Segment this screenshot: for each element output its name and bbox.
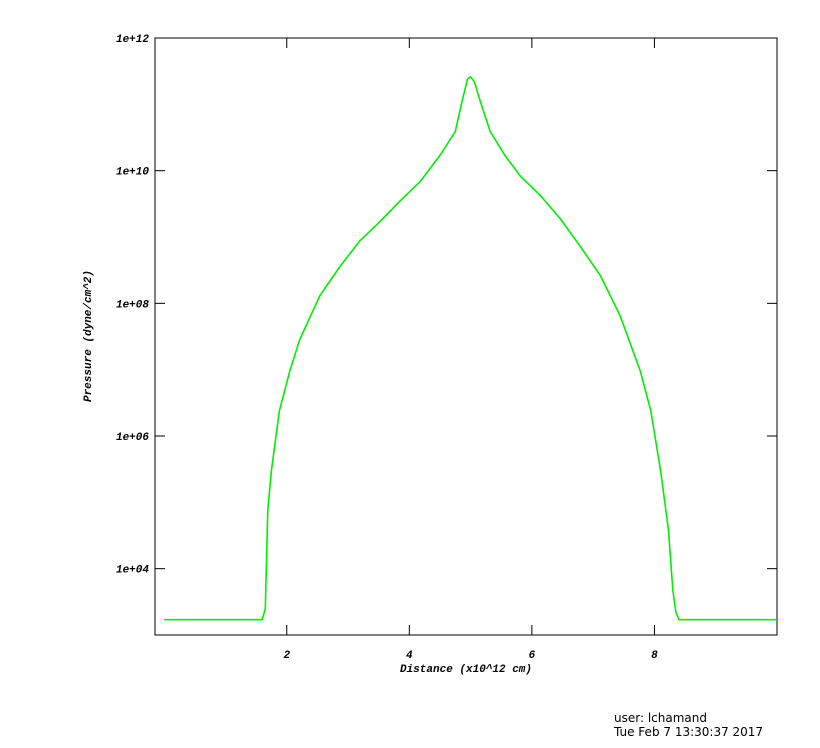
y-axis-label: Pressure (dyne/cm^2) — [83, 270, 95, 402]
footer-date: Tue Feb 7 13:30:37 2017 — [613, 725, 763, 739]
footer-user: user: lchamand — [614, 711, 707, 725]
y-tick-label: 1e+04 — [116, 565, 149, 577]
x-tick-label: 6 — [529, 650, 536, 662]
x-tick-label: 2 — [283, 650, 290, 662]
y-tick-label: 1e+08 — [116, 299, 149, 311]
y-tick-label: 1e+12 — [116, 34, 149, 46]
x-tick-label: 8 — [651, 650, 658, 662]
plot-frame — [154, 37, 778, 636]
data-line — [164, 75, 777, 621]
y-tick-label: 1e+06 — [116, 432, 149, 444]
x-axis-label: Distance (x10^12 cm) — [400, 664, 532, 676]
x-tick-label: 4 — [406, 650, 413, 662]
y-tick-label: 1e+10 — [116, 167, 149, 179]
